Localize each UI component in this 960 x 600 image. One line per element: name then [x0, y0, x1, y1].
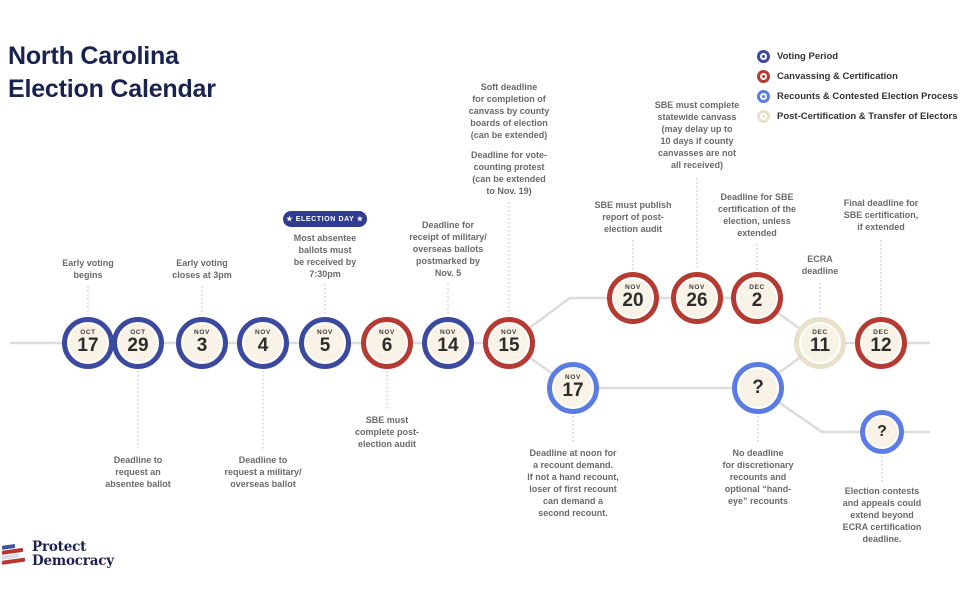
node-question-contests: ? — [860, 410, 904, 454]
node-nov-5-election-day: NOV 5 — [299, 317, 351, 369]
node-day: 5 — [319, 335, 331, 357]
node-day: 4 — [257, 335, 269, 357]
annotation-final-certification: Final deadline for SBE certification, if… — [843, 198, 919, 232]
canvassing-dot-icon — [757, 70, 770, 83]
flag-icon — [2, 542, 28, 569]
node-dec-2: DEC 2 — [731, 272, 783, 324]
node-nov-4: NOV 4 — [237, 317, 289, 369]
legend-item-post-certification: Post-Certification & Transfer of Elector… — [757, 110, 958, 123]
node-day: 17 — [77, 335, 99, 357]
node-nov-15: NOV 15 — [483, 317, 535, 369]
node-month: NOV — [379, 328, 395, 336]
legend: Voting Period Canvassing & Certification… — [757, 50, 958, 123]
annotation-sbe-certification: Deadline for SBE certification of the el… — [717, 192, 796, 238]
node-month: DEC — [749, 283, 765, 291]
node-month: NOV — [689, 283, 705, 291]
node-nov-20: NOV 20 — [607, 272, 659, 324]
node-month: DEC — [812, 328, 828, 336]
legend-label: Post-Certification & Transfer of Elector… — [777, 111, 958, 122]
annotation-early-voting-begins: Early voting begins — [62, 258, 114, 280]
annotation-election-contests: Election contests and appeals could exte… — [842, 486, 922, 544]
recounts-dot-icon — [757, 90, 770, 103]
node-nov-3: NOV 3 — [176, 317, 228, 369]
post-certification-dot-icon — [757, 110, 770, 123]
node-dec-12: DEC 12 — [855, 317, 907, 369]
election-day-badge: ★ ELECTION DAY ★ — [283, 211, 367, 227]
node-month: NOV — [625, 283, 641, 291]
legend-item-canvassing: Canvassing & Certification — [757, 70, 958, 83]
node-day: 26 — [686, 290, 708, 312]
page-title: North Carolina Election Calendar — [8, 42, 216, 103]
annotation-absentee-request: Deadline to request an absentee ballot — [105, 455, 171, 489]
voting-period-dot-icon — [757, 50, 770, 63]
legend-label: Canvassing & Certification — [777, 71, 898, 82]
annotation-absentee-received: Most absentee ballots must be received b… — [293, 233, 357, 279]
logo-text: Protect Democracy — [32, 539, 114, 570]
node-nov-6: NOV 6 — [361, 317, 413, 369]
node-oct-17: OCT 17 — [62, 317, 114, 369]
node-day: ? — [877, 422, 887, 440]
node-month: NOV — [565, 373, 581, 381]
node-dec-11: DEC 11 — [794, 317, 846, 369]
legend-item-recounts: Recounts & Contested Election Process — [757, 90, 958, 103]
annotation-early-voting-closes: Early voting closes at 3pm — [172, 258, 232, 280]
node-day: 2 — [751, 290, 763, 312]
legend-item-voting-period: Voting Period — [757, 50, 958, 63]
node-month: NOV — [194, 328, 210, 336]
node-day: 6 — [381, 335, 393, 357]
node-day: 20 — [622, 290, 644, 312]
legend-label: Recounts & Contested Election Process — [777, 91, 959, 102]
node-month: NOV — [501, 328, 517, 336]
annotation-publish-audit-report: SBE must publish report of post- electio… — [594, 200, 672, 234]
node-month: NOV — [317, 328, 333, 336]
node-day: 17 — [562, 380, 584, 402]
node-day: 15 — [498, 335, 520, 357]
annotation-ecra-deadline: ECRA deadline — [801, 254, 839, 276]
node-nov-17: NOV 17 — [547, 362, 599, 414]
annotation-military-request: Deadline to request a military/ overseas… — [224, 455, 302, 489]
node-nov-26: NOV 26 — [671, 272, 723, 324]
annotation-discretionary-recounts: No deadline for discretionary recounts a… — [722, 448, 794, 506]
node-month: OCT — [80, 328, 96, 336]
node-month: NOV — [440, 328, 456, 336]
node-day: 3 — [196, 335, 208, 357]
node-nov-14: NOV 14 — [422, 317, 474, 369]
annotation-military-receipt: Deadline for receipt of military/ overse… — [409, 220, 487, 278]
annotation-vote-counting-protest: Deadline for vote- counting protest (can… — [470, 150, 547, 196]
node-month: DEC — [873, 328, 889, 336]
node-day: 14 — [437, 335, 459, 357]
legend-label: Voting Period — [777, 51, 839, 62]
node-day: 11 — [809, 335, 831, 357]
annotation-post-election-audit: SBE must complete post- election audit — [354, 415, 419, 449]
node-question-recounts: ? — [732, 362, 784, 414]
node-day: ? — [752, 377, 764, 399]
node-oct-29: OCT 29 — [112, 317, 164, 369]
node-month: OCT — [130, 328, 146, 336]
annotation-county-canvass: Soft deadline for completion of canvass … — [468, 82, 550, 140]
node-day: 12 — [870, 335, 892, 357]
annotation-recount-demand: Deadline at noon for a recount demand. I… — [527, 448, 619, 518]
annotation-statewide-canvass: SBE must complete statewide canvass (may… — [654, 100, 740, 170]
protect-democracy-logo: Protect Democracy — [2, 540, 114, 568]
node-month: NOV — [255, 328, 271, 336]
node-day: 29 — [127, 335, 149, 357]
